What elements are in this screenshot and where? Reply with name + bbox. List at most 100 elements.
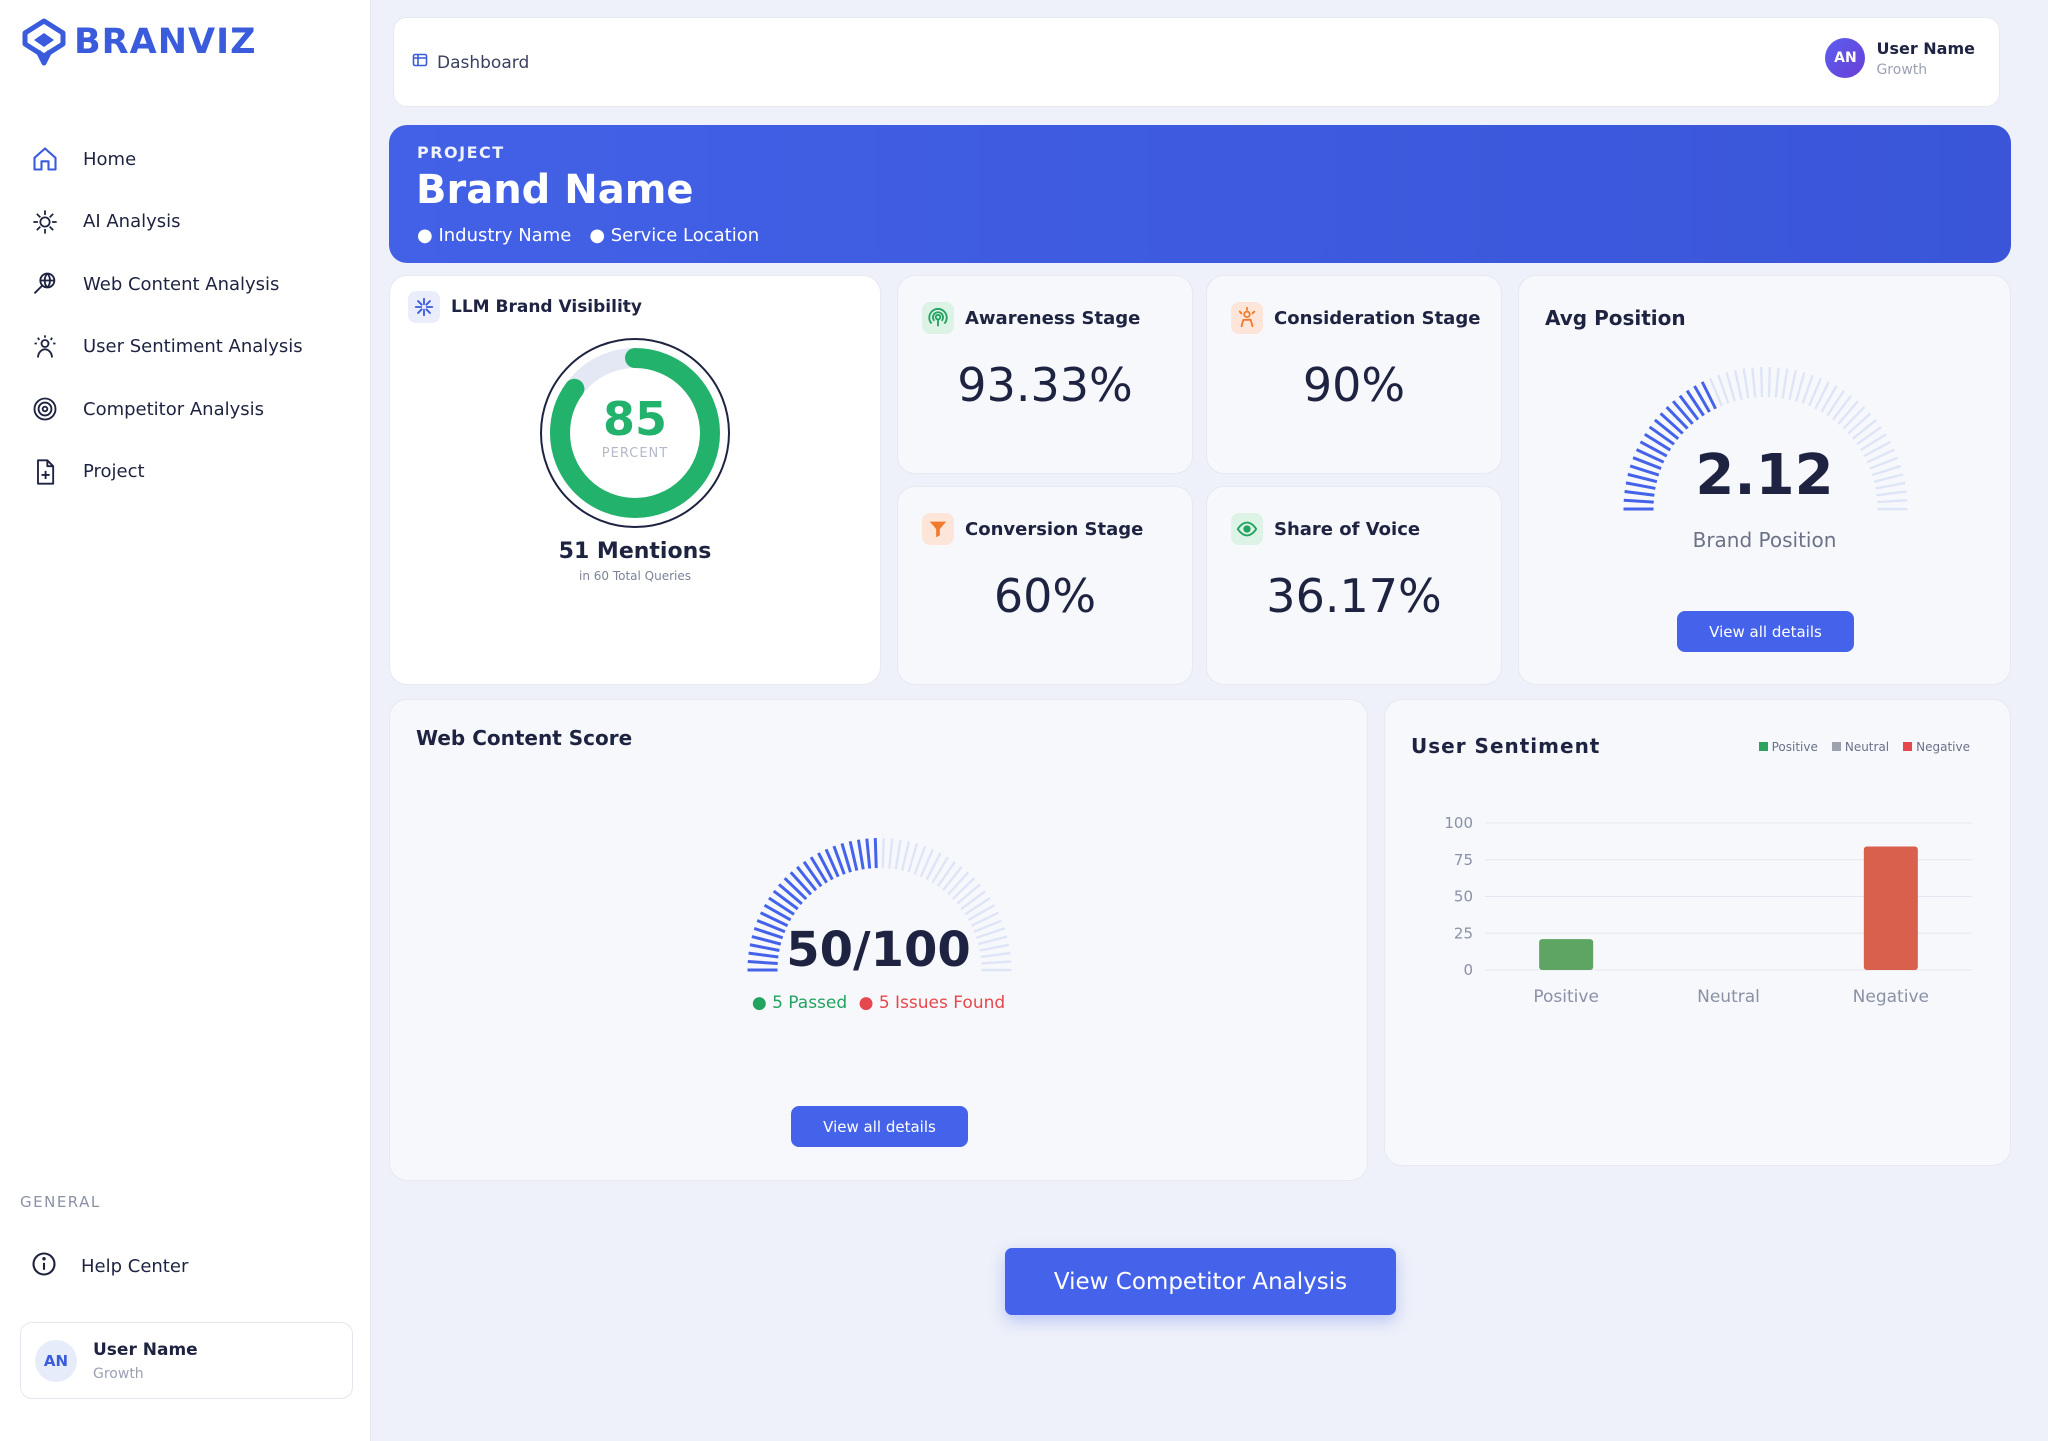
web-content-segment — [977, 935, 1008, 946]
avg-position-segment — [1671, 400, 1694, 425]
web-content-segment — [856, 839, 865, 870]
avg-position-segment — [1781, 368, 1789, 399]
header-user-menu[interactable]: AN User Name Growth — [1825, 38, 1975, 78]
consideration-stage-value: 90% — [1302, 358, 1406, 412]
sidebar-item-help-center[interactable]: Help Center — [30, 1250, 188, 1282]
web-content-segment — [796, 865, 818, 892]
web-content-segment — [980, 951, 1011, 959]
web-content-segment — [964, 896, 991, 916]
web-content-segment — [925, 852, 942, 881]
web-content-segment — [919, 848, 935, 878]
sidebar-item-home[interactable]: Home — [0, 128, 371, 191]
sentiment-bar-chart: 0 25 50 75 100 Positive Neutral Negative — [1444, 814, 1972, 1007]
top-bar: Dashboard AN User Name Growth — [393, 17, 2000, 107]
avg-position-segment — [1725, 372, 1737, 402]
bar-negative[interactable] — [1863, 846, 1918, 970]
web-content-segment — [749, 943, 780, 952]
web-content-segment — [840, 843, 852, 873]
share-of-voice-value: 36.17% — [1266, 569, 1442, 623]
sidebar-item-label: Competitor Analysis — [83, 398, 265, 420]
bar-positive[interactable] — [1539, 939, 1594, 970]
user-sentiment-card: User Sentiment Positive Neutral Negative… — [1384, 699, 2011, 1166]
legend-neutral: Neutral — [1831, 740, 1889, 754]
avg-position-segment — [1653, 418, 1680, 440]
avg-position-segment — [1627, 472, 1658, 484]
avg-position-segment — [1625, 481, 1656, 490]
llm-visibility-card: LLM Brand Visibility 85 PERCENT 51 Menti… — [389, 275, 881, 685]
sidebar-user-card[interactable]: AN User Name Growth — [20, 1322, 353, 1399]
web-content-segment — [824, 848, 840, 878]
conversion-stage-header: Conversion Stage — [922, 513, 1143, 545]
view-position-details-button[interactable]: View all details — [1677, 611, 1854, 652]
sidebar-item-label: Web Content Analysis — [83, 273, 280, 295]
mentions-count: 51 Mentions — [558, 539, 712, 564]
sidebar-item-competitor-analysis[interactable]: Competitor Analysis — [0, 378, 371, 441]
web-content-segment — [936, 861, 957, 888]
avg-position-segment — [1774, 367, 1780, 398]
broadcast-icon — [922, 302, 954, 334]
web-content-segment — [956, 883, 981, 905]
brand-logo[interactable]: BRANVIZ — [20, 18, 257, 66]
target-icon — [30, 394, 60, 424]
web-content-segment — [809, 856, 828, 884]
avg-position-segment — [1852, 419, 1877, 440]
web-content-stats: ● 5 Passed ● 5 Issues Found — [390, 993, 1367, 1013]
view-competitor-analysis-button[interactable]: View Competitor Analysis — [1005, 1248, 1396, 1315]
web-content-segment — [931, 856, 949, 884]
web-content-segment — [947, 871, 970, 896]
avg-position-segment — [1869, 456, 1899, 470]
avg-position-segment — [1767, 367, 1772, 398]
issues-count: ● 5 Issues Found — [858, 993, 1006, 1013]
help-center-label: Help Center — [81, 1255, 189, 1277]
sidebar-item-ai-analysis[interactable]: AI Analysis — [0, 191, 371, 254]
avg-position-segment — [1700, 381, 1717, 410]
web-content-title: Web Content Score — [416, 726, 633, 750]
avg-position-segment — [1856, 425, 1883, 446]
funnel-icon — [922, 513, 954, 545]
sidebar-item-user-sentiment-analysis[interactable]: User Sentiment Analysis — [0, 316, 371, 379]
avg-position-segment — [1842, 406, 1866, 430]
web-content-segment — [778, 883, 803, 906]
y-tick-label: 25 — [1454, 924, 1473, 942]
globe-search-icon — [30, 269, 60, 299]
logo-icon — [22, 18, 66, 66]
avg-position-segment — [1794, 372, 1806, 402]
web-content-segment — [802, 860, 823, 888]
avg-position-segment — [1709, 377, 1723, 407]
avg-position-gauge — [1623, 367, 1908, 511]
sidebar-item-label: Project — [83, 461, 145, 483]
avg-position-segment — [1871, 464, 1902, 477]
sidebar-item-web-content-analysis[interactable]: Web Content Analysis — [0, 253, 371, 316]
avg-position-segment — [1717, 374, 1730, 404]
sidebar-item-project[interactable]: Project — [0, 441, 371, 504]
web-content-segment — [981, 960, 1012, 965]
avg-position-segment — [1832, 394, 1853, 421]
web-content-segment — [967, 904, 996, 921]
brand-position-label: Brand Position — [1692, 528, 1837, 552]
avg-position-segment — [1639, 440, 1668, 458]
web-content-segment — [881, 838, 885, 869]
web-content-score: 50/100 — [786, 922, 971, 978]
eye-icon — [1231, 513, 1263, 545]
avg-position-segment — [1751, 367, 1757, 398]
user-name: User Name — [1876, 38, 1975, 58]
avg-position-segment — [1648, 425, 1675, 446]
layout-icon — [412, 52, 428, 73]
web-content-segment — [848, 840, 859, 871]
brain-icon — [30, 207, 60, 237]
web-content-segment — [942, 866, 963, 892]
sidebar-item-label: AI Analysis — [83, 211, 181, 233]
avg-position-card: Avg Position 2.12 Brand Position View al… — [1518, 275, 2011, 685]
consideration-stage-card: Consideration Stage 90% — [1206, 275, 1502, 474]
llm-visibility-title: LLM Brand Visibility — [451, 297, 642, 317]
legend-negative: Negative — [1903, 740, 1970, 754]
breadcrumb[interactable]: Dashboard — [412, 52, 529, 73]
service-location: ● Service Location — [589, 225, 760, 246]
web-content-segment — [772, 889, 799, 911]
avg-position-segment — [1665, 406, 1689, 430]
section-label-general: GENERAL — [20, 1193, 101, 1211]
y-tick-label: 100 — [1444, 814, 1473, 832]
view-web-content-details-button[interactable]: View all details — [791, 1106, 968, 1147]
avg-position-segment — [1693, 385, 1711, 413]
avg-position-segment — [1863, 440, 1892, 458]
